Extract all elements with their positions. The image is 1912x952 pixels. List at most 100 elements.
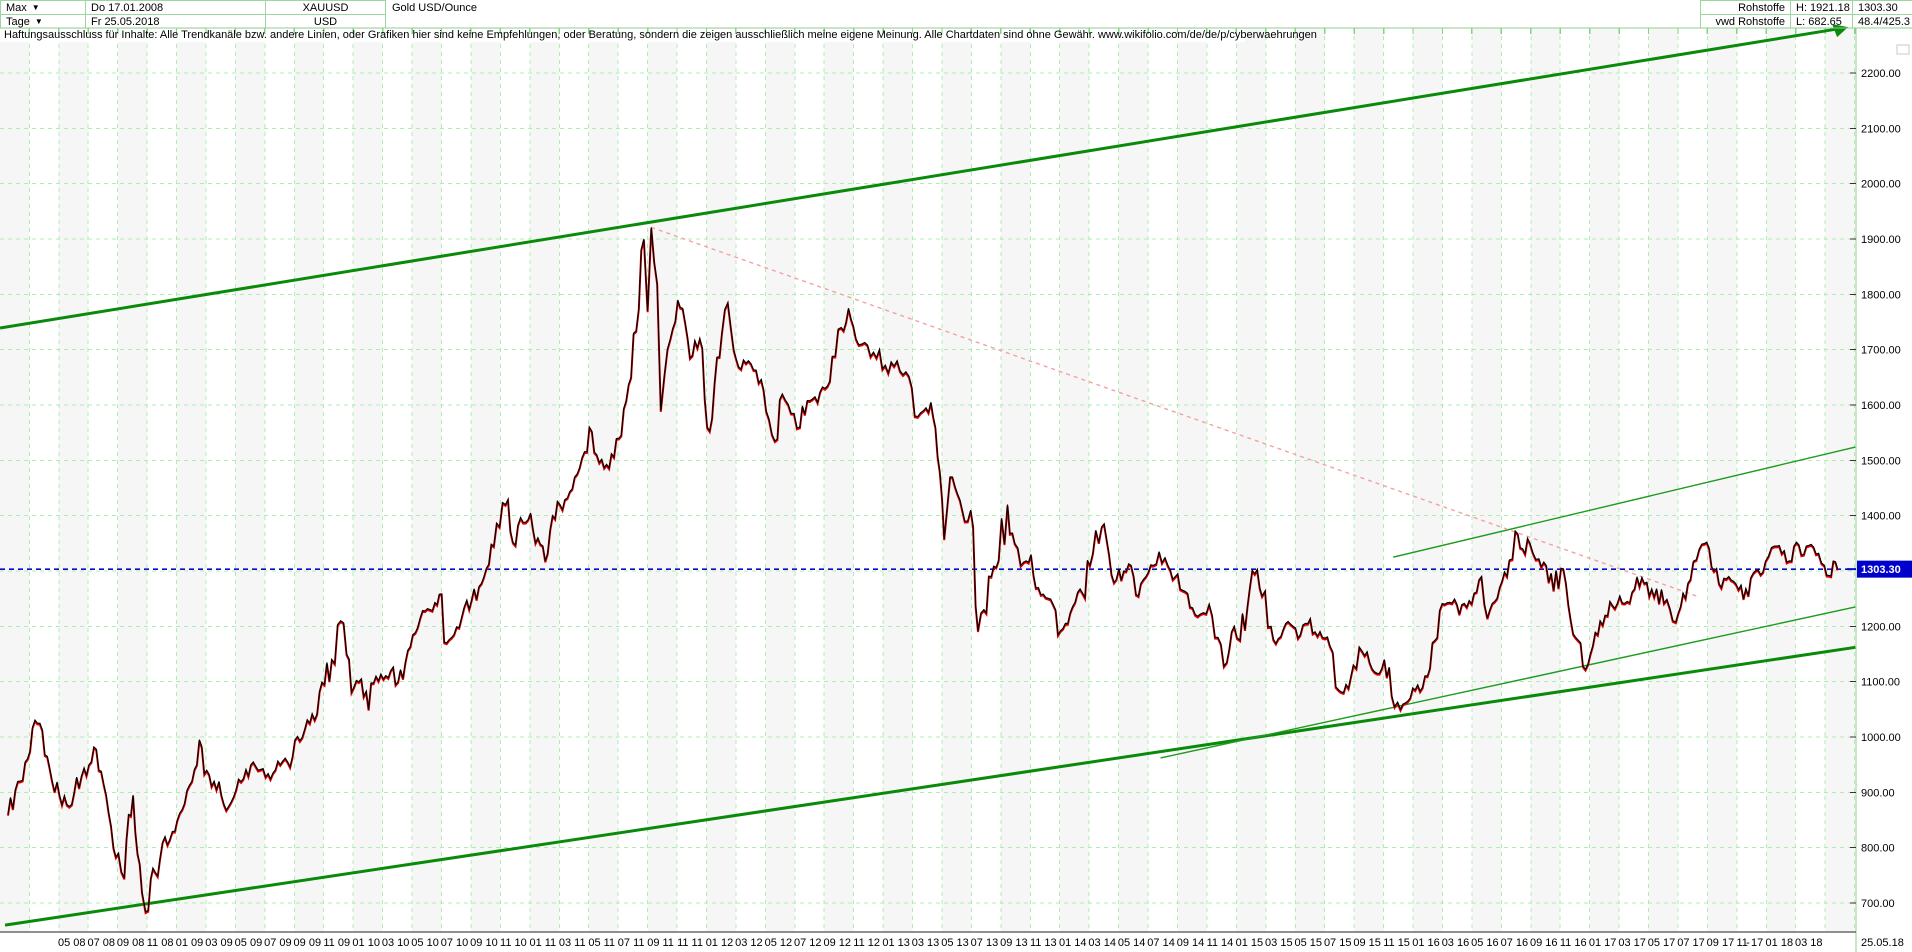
x-axis-label: 11 15 [1383, 937, 1410, 949]
x-axis-label: 01 16 [1412, 937, 1440, 949]
lower-channel-line-trendline [4, 645, 1856, 927]
x-axis-label: 11 17 [1737, 937, 1764, 949]
y-axis-label: 2100.00 [1861, 123, 1901, 135]
y-axis-label: 1100.00 [1861, 677, 1900, 689]
background-band [470, 28, 501, 932]
y-axis-label: 2000.00 [1861, 179, 1901, 191]
x-axis-label: 07 17 [1677, 937, 1705, 949]
background-band [1118, 28, 1149, 932]
x-axis-label: 05 16 [1471, 937, 1499, 949]
y-axis-label: 1500.00 [1861, 455, 1901, 467]
interval-selector-label: Tage [6, 15, 30, 28]
y-axis-label: 1800.00 [1861, 289, 1901, 301]
background-band [824, 28, 854, 932]
x-axis-label: 11 12 [853, 937, 880, 949]
y-axis-label: 2200.00 [1861, 68, 1901, 80]
background-band [294, 28, 324, 932]
dropdown-arrow-icon: ▼ [34, 16, 43, 26]
y-axis-label: 1000.00 [1861, 732, 1901, 744]
background-band [412, 28, 442, 932]
symbol-field[interactable]: XAUUSD [265, 0, 386, 15]
high-stat: H: 1921.18 [1790, 0, 1853, 15]
x-axis-label: 09 09 [294, 937, 322, 949]
x-axis-label: 01 13 [882, 937, 910, 949]
x-axis-label: 11 13 [1030, 937, 1057, 949]
instrument-title: Gold USD/Ounce [392, 2, 477, 14]
background-band [1295, 28, 1325, 932]
x-axis-label: 07 13 [971, 937, 999, 949]
x-axis-label: 03 11 [559, 937, 586, 949]
price-series-black [7, 227, 1839, 913]
x-axis-label: 05 11 [588, 937, 615, 949]
x-axis-label: 05 12 [765, 937, 793, 949]
change-info: 48.4/425.3 [1852, 14, 1912, 29]
y-axis-label: 1200.00 [1861, 621, 1901, 633]
x-axis-label: 01 09 [176, 937, 204, 949]
x-axis-label: 09 12 [823, 937, 851, 949]
period-selector-label: Max [6, 1, 27, 14]
background-band [1236, 28, 1266, 932]
x-axis-label: 11 14 [1207, 937, 1234, 949]
background-band [1589, 28, 1620, 932]
x-axis-label: 05 13 [941, 937, 969, 949]
currency-value: USD [313, 15, 338, 28]
x-axis-label: 09 17 [1707, 937, 1735, 949]
x-axis-label: 05 08 [58, 937, 86, 949]
x-axis-label: 11 16 [1560, 937, 1587, 949]
currency-field: USD [265, 14, 386, 29]
x-axis-label: 11 08 [147, 937, 174, 949]
x-axis-label: 03 15 [1265, 937, 1293, 949]
x-axis-label: 07 09 [264, 937, 292, 949]
background-band [58, 28, 89, 932]
background-band [529, 28, 560, 932]
x-axis-label: 11 11 [677, 937, 703, 949]
background-band [353, 28, 383, 932]
background-band [1530, 28, 1561, 932]
x-axis-label: 07 14 [1147, 937, 1175, 949]
background-band [941, 28, 972, 932]
symbol-value: XAUUSD [302, 1, 349, 14]
x-axis-label: 07 15 [1324, 937, 1352, 949]
background-band [588, 28, 619, 932]
y-axis-label: 1400.00 [1861, 511, 1901, 523]
inner-resistance-line-trendline [1392, 446, 1856, 558]
background-band [1059, 28, 1090, 932]
last-price-header: 1303.30 [1852, 0, 1912, 15]
x-axis-label: 07 08 [87, 937, 115, 949]
end-date-value: Fr 25.05.2018 [91, 15, 160, 28]
start-date-field[interactable]: Do 17.01.2008 [85, 0, 266, 15]
upper-channel-line-trendline [0, 26, 1843, 330]
chart-size-widget-icon[interactable] [1896, 44, 1910, 55]
background-band [1413, 28, 1443, 932]
x-axis-label: 03 09 [205, 937, 233, 949]
x-axis-label: 01 11 [529, 937, 556, 949]
x-axis-label: 09 13 [1000, 937, 1028, 949]
inner-support-line-trendline [1160, 606, 1856, 759]
x-axis-label: 07 11 [618, 937, 645, 949]
provider-label: vwd Rohstoffe [1700, 14, 1791, 29]
x-axis-label: 01 18 [1766, 937, 1794, 949]
start-date-value: Do 17.01.2008 [91, 1, 164, 14]
downtrend-from-high-trendline [651, 226, 1700, 598]
x-axis-label: 03 13 [912, 937, 940, 949]
background-band [1648, 28, 1678, 932]
x-axis-label: 09 08 [117, 937, 145, 949]
dropdown-arrow-icon: ▼ [31, 2, 40, 12]
background-band [765, 28, 795, 932]
background-band [883, 28, 913, 932]
price-marker-box [1857, 560, 1912, 578]
x-axis-label: 07 16 [1501, 937, 1529, 949]
y-axis-label: 700.00 [1861, 898, 1895, 910]
y-axis-label: 1900.00 [1861, 234, 1901, 246]
x-axis-label: 03 14 [1088, 937, 1116, 949]
x-axis-label: 03 16 [1442, 937, 1470, 949]
x-axis-label: 01 15 [1236, 937, 1264, 949]
background-band [1177, 28, 1207, 932]
x-axis-label: 07 12 [794, 937, 822, 949]
y-axis-panel [1856, 28, 1912, 952]
x-axis-label: 07 10 [441, 937, 469, 949]
x-axis-label: 09 16 [1530, 937, 1558, 949]
trendline-arrowhead-icon [1832, 24, 1849, 38]
